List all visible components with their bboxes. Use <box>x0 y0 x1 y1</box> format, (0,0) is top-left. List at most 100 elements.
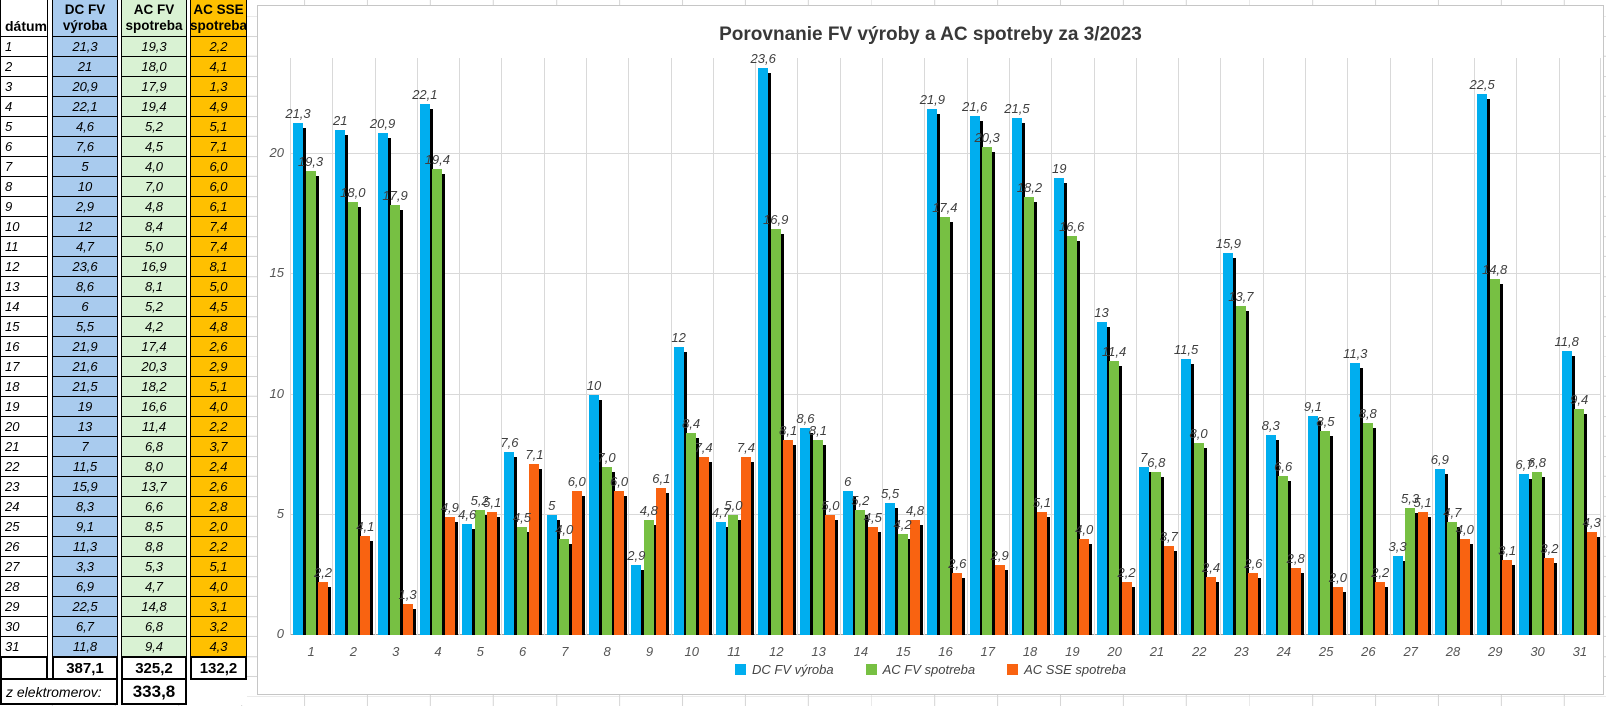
bar-ac-fv-spotreba[interactable]: 5,2 <box>471 493 489 635</box>
cell-ac-fv-spotreba[interactable]: 14,8 <box>121 596 187 617</box>
bar-ac-sse-spotreba[interactable]: 7,4 <box>695 440 713 635</box>
cell-ac-sse-spotreba[interactable]: 4,0 <box>190 396 247 417</box>
bar-ac-fv-spotreba[interactable]: 8,4 <box>682 416 700 635</box>
cell-dc-fv-vyroba[interactable]: 10 <box>52 176 118 197</box>
cell-dc-fv-vyroba[interactable]: 21,9 <box>52 336 118 357</box>
cell-ac-sse-spotreba[interactable]: 6,0 <box>190 176 247 197</box>
bar-dc-fv-vyroba[interactable]: 11,8 <box>1555 334 1579 635</box>
bar-dc-fv-vyroba[interactable]: 13 <box>1094 305 1110 635</box>
bar-ac-sse-spotreba[interactable]: 4,0 <box>1075 522 1093 635</box>
bar-ac-fv-spotreba[interactable]: 9,4 <box>1570 392 1588 635</box>
bar-dc-fv-vyroba[interactable]: 8,6 <box>796 411 815 635</box>
cell-ac-sse-spotreba[interactable]: 1,3 <box>190 76 247 97</box>
bar-ac-sse-spotreba[interactable]: 4,1 <box>356 519 374 635</box>
bar-ac-sse-spotreba[interactable]: 5,1 <box>483 495 501 635</box>
cell-dc-fv-vyroba[interactable]: 21,5 <box>52 376 118 397</box>
bar-ac-fv-spotreba[interactable]: 4,5 <box>513 510 531 635</box>
cell-dc-fv-vyroba[interactable]: 19 <box>52 396 118 417</box>
cell-dc-fv-vyroba[interactable]: 4,7 <box>52 236 118 257</box>
cell-ac-fv-spotreba[interactable]: 13,7 <box>121 476 187 497</box>
cell-date[interactable]: 25 <box>0 516 48 537</box>
bar-dc-fv-vyroba[interactable]: 5 <box>546 498 560 635</box>
bar-dc-fv-vyroba[interactable]: 22,1 <box>412 87 438 635</box>
cell-dc-fv-vyroba[interactable]: 2,9 <box>52 196 118 217</box>
meter-value[interactable]: 333,8 <box>121 678 187 705</box>
total-cell-ac-sse-spotreba[interactable]: 132,2 <box>190 656 247 680</box>
cell-date[interactable]: 22 <box>0 456 48 477</box>
cell-ac-fv-spotreba[interactable]: 8,0 <box>121 456 187 477</box>
bar-ac-sse-spotreba[interactable]: 2,6 <box>948 556 966 635</box>
cell-ac-fv-spotreba[interactable]: 4,8 <box>121 196 187 217</box>
cell-dc-fv-vyroba[interactable]: 22,1 <box>52 96 118 117</box>
bar-dc-fv-vyroba[interactable]: 21,9 <box>920 92 945 635</box>
bar-ac-fv-spotreba[interactable]: 5,0 <box>724 498 742 635</box>
bar-ac-sse-spotreba[interactable]: 6,1 <box>652 471 670 635</box>
bar-dc-fv-vyroba[interactable]: 19 <box>1052 161 1068 635</box>
cell-date[interactable]: 8 <box>0 176 48 197</box>
cell-ac-sse-spotreba[interactable]: 6,1 <box>190 196 247 217</box>
cell-date[interactable]: 17 <box>0 356 48 377</box>
bar-ac-fv-spotreba[interactable]: 13,7 <box>1228 289 1254 635</box>
bar-dc-fv-vyroba[interactable]: 22,5 <box>1469 77 1495 635</box>
bar-ac-fv-spotreba[interactable]: 17,9 <box>382 188 408 635</box>
cell-dc-fv-vyroba[interactable]: 21,3 <box>52 36 118 57</box>
bar-dc-fv-vyroba[interactable]: 12 <box>671 330 687 635</box>
bar-ac-sse-spotreba[interactable]: 4,8 <box>906 503 924 635</box>
cell-dc-fv-vyroba[interactable]: 3,3 <box>52 556 118 577</box>
bar-dc-fv-vyroba[interactable]: 7 <box>1138 450 1152 635</box>
cell-dc-fv-vyroba[interactable]: 13 <box>52 416 118 437</box>
cell-ac-sse-spotreba[interactable]: 3,1 <box>190 596 247 617</box>
bar-ac-sse-spotreba[interactable]: 2,9 <box>991 548 1009 635</box>
bar-dc-fv-vyroba[interactable]: 21,3 <box>285 106 311 635</box>
bar-ac-sse-spotreba[interactable]: 2,2 <box>314 565 332 635</box>
cell-ac-fv-spotreba[interactable]: 8,5 <box>121 516 187 537</box>
cell-date[interactable]: 1 <box>0 36 48 57</box>
meter-label[interactable]: z elektromerov: <box>0 678 118 705</box>
bar-dc-fv-vyroba[interactable]: 21,5 <box>1004 101 1030 635</box>
bar-dc-fv-vyroba[interactable]: 6 <box>842 474 856 635</box>
cell-dc-fv-vyroba[interactable]: 9,1 <box>52 516 118 537</box>
cell-date[interactable]: 21 <box>0 436 48 457</box>
cell-ac-fv-spotreba[interactable]: 8,8 <box>121 536 187 557</box>
cell-ac-sse-spotreba[interactable]: 3,7 <box>190 436 247 457</box>
cell-ac-sse-spotreba[interactable]: 4,1 <box>190 56 247 77</box>
cell-ac-sse-spotreba[interactable]: 2,4 <box>190 456 247 477</box>
cell-date[interactable]: 16 <box>0 336 48 357</box>
cell-dc-fv-vyroba[interactable]: 12 <box>52 216 118 237</box>
cell-dc-fv-vyroba[interactable]: 11,8 <box>52 636 118 657</box>
bar-dc-fv-vyroba[interactable]: 4,6 <box>458 507 476 635</box>
bar-ac-fv-spotreba[interactable]: 4,0 <box>555 522 573 635</box>
cell-date[interactable]: 31 <box>0 636 48 657</box>
bar-dc-fv-vyroba[interactable]: 20,9 <box>370 116 395 635</box>
cell-ac-fv-spotreba[interactable]: 17,4 <box>121 336 187 357</box>
bar-ac-sse-spotreba[interactable]: 8,1 <box>779 423 797 635</box>
bar-ac-sse-spotreba[interactable]: 4,5 <box>864 510 882 635</box>
bar-ac-sse-spotreba[interactable]: 3,2 <box>1540 541 1558 635</box>
bar-dc-fv-vyroba[interactable]: 15,9 <box>1216 236 1241 635</box>
cell-ac-sse-spotreba[interactable]: 6,0 <box>190 156 247 177</box>
cell-dc-fv-vyroba[interactable]: 5 <box>52 156 118 177</box>
bar-ac-fv-spotreba[interactable]: 14,8 <box>1482 262 1507 635</box>
bar-ac-fv-spotreba[interactable]: 8,5 <box>1316 414 1334 635</box>
bar-dc-fv-vyroba[interactable]: 21 <box>333 113 349 635</box>
bar-ac-fv-spotreba[interactable]: 16,6 <box>1059 219 1084 635</box>
cell-date[interactable]: 30 <box>0 616 48 637</box>
cell-ac-sse-spotreba[interactable]: 2,2 <box>190 36 247 57</box>
cell-dc-fv-vyroba[interactable]: 23,6 <box>52 256 118 277</box>
cell-ac-sse-spotreba[interactable]: 4,8 <box>190 316 247 337</box>
total-cell-date[interactable] <box>0 656 48 680</box>
cell-dc-fv-vyroba[interactable]: 6 <box>52 296 118 317</box>
bar-ac-sse-spotreba[interactable]: 3,1 <box>1498 543 1516 635</box>
cell-dc-fv-vyroba[interactable]: 6,7 <box>52 616 118 637</box>
bar-ac-fv-spotreba[interactable]: 4,8 <box>640 503 658 635</box>
total-cell-ac-fv-spotreba[interactable]: 325,2 <box>121 656 187 680</box>
cell-date[interactable]: 7 <box>0 156 48 177</box>
cell-ac-fv-spotreba[interactable]: 9,4 <box>121 636 187 657</box>
bar-ac-fv-spotreba[interactable]: 17,4 <box>932 200 958 635</box>
cell-date[interactable]: 12 <box>0 256 48 277</box>
cell-ac-sse-spotreba[interactable]: 7,4 <box>190 236 247 257</box>
legend-item-ac-sse-spotreba[interactable]: AC SSE spotreba <box>1007 662 1126 677</box>
bar-ac-fv-spotreba[interactable]: 6,6 <box>1274 459 1292 635</box>
total-cell-dc-fv-vyroba[interactable]: 387,1 <box>52 656 118 680</box>
cell-date[interactable]: 23 <box>0 476 48 497</box>
